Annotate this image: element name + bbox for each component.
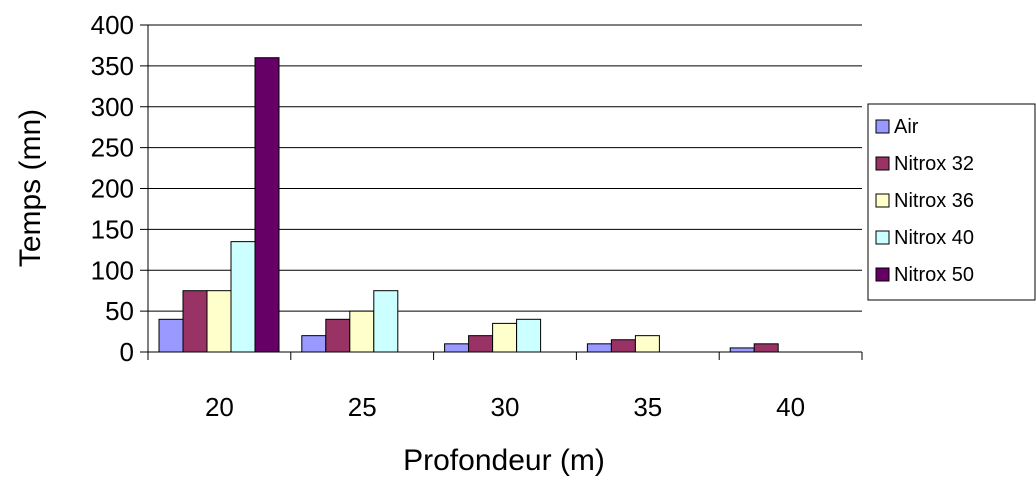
x-tick-labels: 20 25 30 35 40 bbox=[147, 352, 863, 422]
legend-swatch bbox=[875, 230, 890, 245]
x-tick-label: 35 bbox=[633, 392, 662, 422]
x-tick-label: 20 bbox=[205, 392, 234, 422]
bar-nitrox-32-40 bbox=[753, 343, 779, 353]
bar-nitrox-40-20 bbox=[230, 241, 256, 353]
legend-label: Nitrox 40 bbox=[894, 227, 974, 249]
bar-nitrox-32-35 bbox=[610, 339, 636, 353]
y-axis-title: Temps (mn) bbox=[14, 109, 47, 267]
legend-label: Nitrox 32 bbox=[894, 153, 974, 175]
bar-nitrox-40-30 bbox=[516, 318, 542, 353]
y-tick-label: 0 bbox=[120, 337, 134, 367]
x-tick-label: 40 bbox=[776, 392, 805, 422]
bar-air-25 bbox=[301, 335, 327, 353]
legend-label: Nitrox 36 bbox=[894, 190, 974, 212]
x-tick-label: 25 bbox=[348, 392, 377, 422]
y-tick-label: 150 bbox=[91, 214, 134, 244]
bars bbox=[158, 57, 779, 353]
legend-label: Nitrox 50 bbox=[894, 264, 974, 286]
bar-nitrox-32-20 bbox=[182, 290, 208, 353]
y-tick-label: 400 bbox=[91, 10, 134, 40]
bar-air-30 bbox=[444, 343, 470, 353]
bar-nitrox-50-20 bbox=[254, 57, 280, 353]
legend-swatch bbox=[875, 119, 890, 134]
y-tick-label: 100 bbox=[91, 255, 134, 285]
legend: Air Nitrox 32 Nitrox 36 Nitrox 40 Nitrox 50 bbox=[867, 103, 1036, 301]
y-tick-label: 250 bbox=[91, 133, 134, 163]
legend-label: Air bbox=[894, 116, 919, 138]
bar-nitrox-36-35 bbox=[634, 335, 660, 353]
bar-nitrox-36-25 bbox=[349, 310, 375, 353]
legend-swatch bbox=[875, 193, 890, 208]
bar-air-35 bbox=[586, 343, 612, 353]
bar-nitrox-32-25 bbox=[325, 318, 351, 353]
x-axis-title: Profondeur (m) bbox=[403, 444, 605, 477]
bar-air-40 bbox=[729, 347, 755, 353]
bar-nitrox-40-25 bbox=[373, 290, 399, 353]
legend-swatch bbox=[875, 267, 890, 282]
x-tick-label: 30 bbox=[491, 392, 520, 422]
y-tick-label: 350 bbox=[91, 51, 134, 81]
legend-box bbox=[867, 103, 1036, 301]
legend-swatch bbox=[875, 156, 890, 171]
bar-nitrox-32-30 bbox=[468, 335, 494, 353]
y-tick-label: 300 bbox=[91, 92, 134, 122]
y-tick-label: 200 bbox=[91, 174, 134, 204]
y-tick-labels: 0 50 100 150 200 250 300 350 400 bbox=[91, 10, 148, 367]
bar-air-20 bbox=[158, 318, 184, 353]
bar-nitrox-36-20 bbox=[206, 290, 232, 353]
bar-nitrox-36-30 bbox=[492, 322, 518, 353]
y-tick-label: 50 bbox=[105, 296, 134, 326]
